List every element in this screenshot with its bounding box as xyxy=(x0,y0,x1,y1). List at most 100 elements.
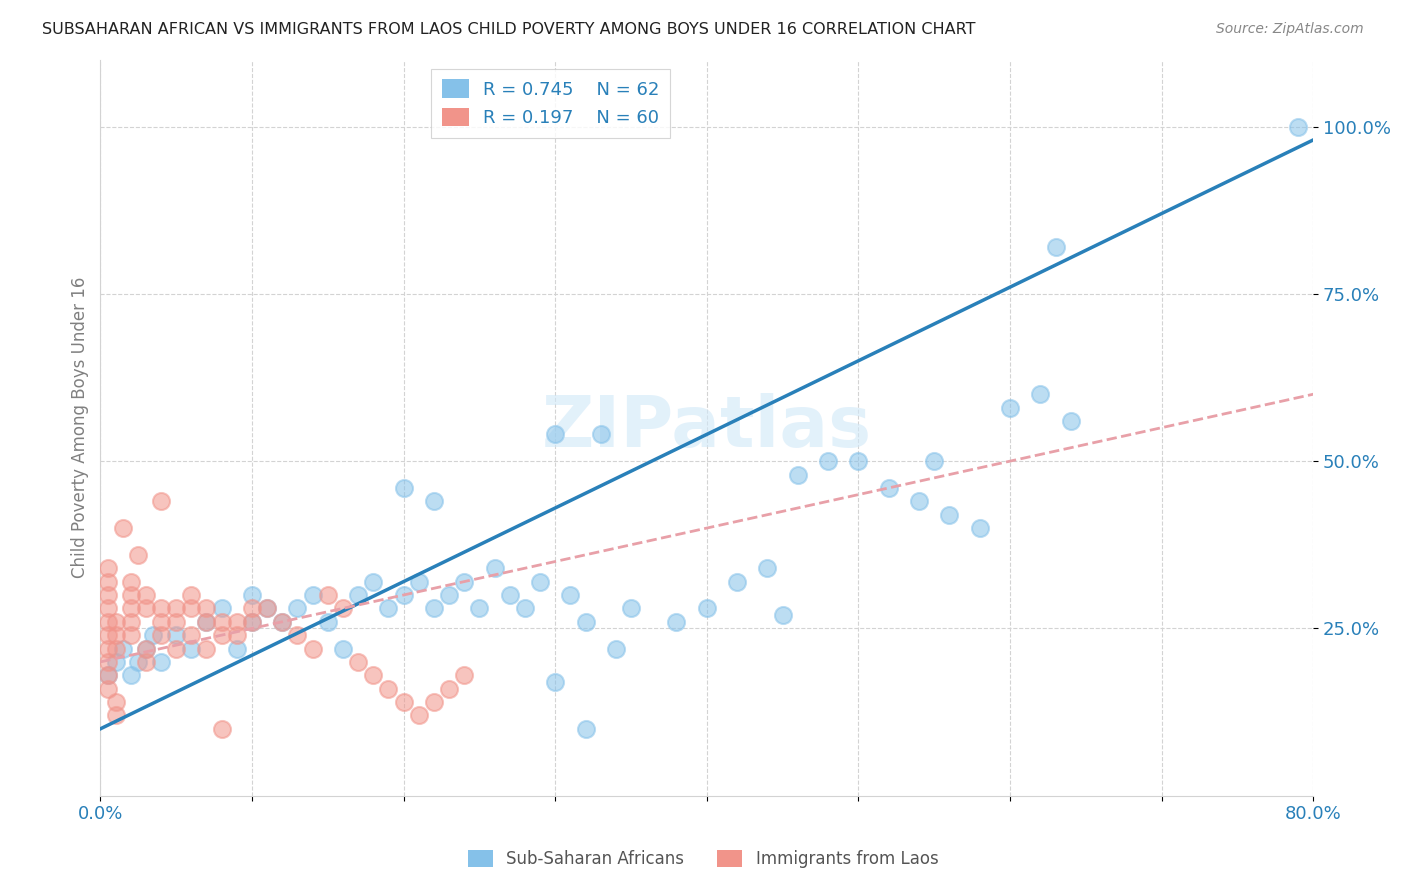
Y-axis label: Child Poverty Among Boys Under 16: Child Poverty Among Boys Under 16 xyxy=(72,277,89,578)
Point xyxy=(240,615,263,629)
Point xyxy=(437,681,460,696)
Point xyxy=(120,588,142,602)
Point xyxy=(423,601,446,615)
Point xyxy=(392,695,415,709)
Point xyxy=(772,608,794,623)
Point xyxy=(112,521,135,535)
Point xyxy=(332,641,354,656)
Point xyxy=(104,695,127,709)
Point xyxy=(408,574,430,589)
Point xyxy=(922,454,945,468)
Point xyxy=(97,668,120,682)
Point xyxy=(225,615,247,629)
Point xyxy=(589,427,612,442)
Point xyxy=(544,427,567,442)
Point xyxy=(127,655,149,669)
Point xyxy=(165,641,187,656)
Point xyxy=(97,655,120,669)
Point xyxy=(256,601,278,615)
Point xyxy=(240,615,263,629)
Point xyxy=(120,615,142,629)
Point xyxy=(211,628,233,642)
Point xyxy=(361,668,384,682)
Point xyxy=(240,601,263,615)
Point xyxy=(240,588,263,602)
Point xyxy=(112,641,135,656)
Point xyxy=(271,615,294,629)
Point xyxy=(756,561,779,575)
Point xyxy=(271,615,294,629)
Point xyxy=(877,481,900,495)
Point xyxy=(316,588,339,602)
Point xyxy=(529,574,551,589)
Point xyxy=(287,601,309,615)
Point xyxy=(97,681,120,696)
Text: Source: ZipAtlas.com: Source: ZipAtlas.com xyxy=(1216,22,1364,37)
Point xyxy=(513,601,536,615)
Point xyxy=(120,601,142,615)
Point xyxy=(1286,120,1309,134)
Point xyxy=(574,722,596,736)
Point xyxy=(377,681,399,696)
Point xyxy=(97,561,120,575)
Point xyxy=(135,601,157,615)
Point xyxy=(938,508,960,522)
Point xyxy=(347,655,370,669)
Point xyxy=(998,401,1021,415)
Point xyxy=(120,574,142,589)
Point xyxy=(180,588,202,602)
Point xyxy=(332,601,354,615)
Point xyxy=(180,628,202,642)
Legend: R = 0.745    N = 62, R = 0.197    N = 60: R = 0.745 N = 62, R = 0.197 N = 60 xyxy=(430,69,671,138)
Point xyxy=(287,628,309,642)
Point xyxy=(544,675,567,690)
Legend: Sub-Saharan Africans, Immigrants from Laos: Sub-Saharan Africans, Immigrants from La… xyxy=(461,843,945,875)
Point xyxy=(104,708,127,723)
Point xyxy=(142,628,165,642)
Point xyxy=(969,521,991,535)
Point xyxy=(97,615,120,629)
Point xyxy=(392,481,415,495)
Point xyxy=(150,615,173,629)
Point xyxy=(423,494,446,508)
Point xyxy=(165,601,187,615)
Point xyxy=(605,641,627,656)
Point xyxy=(97,574,120,589)
Point xyxy=(786,467,808,482)
Point xyxy=(211,722,233,736)
Point xyxy=(725,574,748,589)
Point xyxy=(453,574,475,589)
Point xyxy=(1045,240,1067,254)
Point xyxy=(97,588,120,602)
Point xyxy=(211,601,233,615)
Point xyxy=(225,628,247,642)
Point xyxy=(817,454,839,468)
Point xyxy=(120,628,142,642)
Point xyxy=(97,628,120,642)
Point xyxy=(104,615,127,629)
Point xyxy=(150,494,173,508)
Point xyxy=(560,588,582,602)
Point xyxy=(150,655,173,669)
Point xyxy=(165,615,187,629)
Point xyxy=(211,615,233,629)
Point xyxy=(97,668,120,682)
Point xyxy=(499,588,522,602)
Point xyxy=(437,588,460,602)
Point xyxy=(848,454,870,468)
Text: ZIPatlas: ZIPatlas xyxy=(541,393,872,462)
Point xyxy=(180,601,202,615)
Point xyxy=(1060,414,1083,428)
Point xyxy=(574,615,596,629)
Point xyxy=(392,588,415,602)
Point xyxy=(97,641,120,656)
Point xyxy=(150,601,173,615)
Point xyxy=(453,668,475,682)
Point xyxy=(150,628,173,642)
Point xyxy=(104,655,127,669)
Point xyxy=(696,601,718,615)
Point xyxy=(127,548,149,562)
Point xyxy=(195,641,218,656)
Point xyxy=(180,641,202,656)
Text: SUBSAHARAN AFRICAN VS IMMIGRANTS FROM LAOS CHILD POVERTY AMONG BOYS UNDER 16 COR: SUBSAHARAN AFRICAN VS IMMIGRANTS FROM LA… xyxy=(42,22,976,37)
